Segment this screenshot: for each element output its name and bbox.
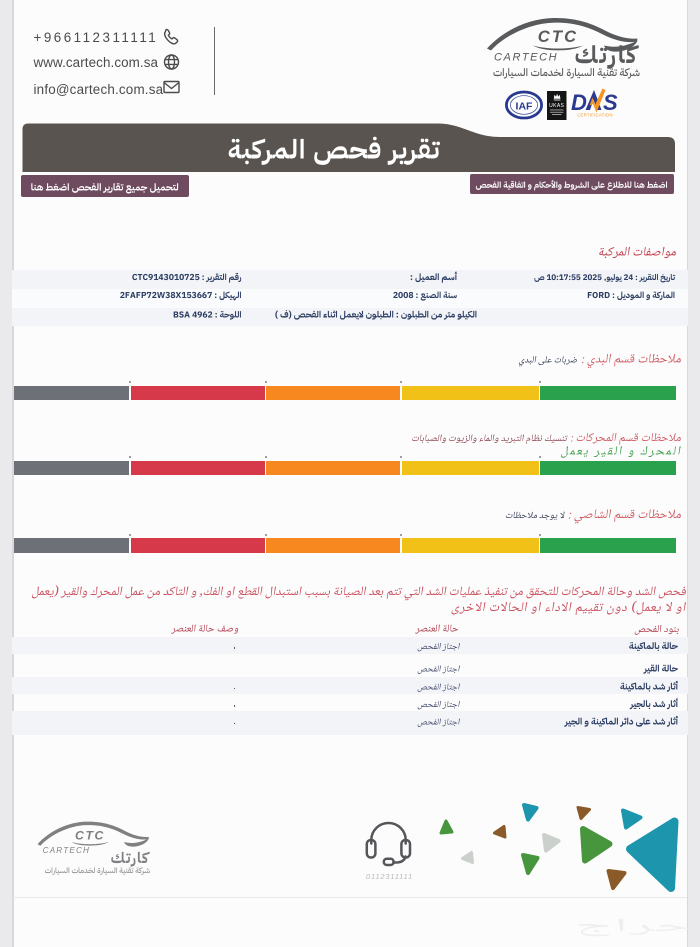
svg-text:CARTECH: CARTECH [43, 846, 90, 855]
svg-text:UKAS: UKAS [549, 103, 564, 109]
svg-text:D: D [571, 90, 587, 115]
svg-text:IAF: IAF [516, 101, 534, 113]
svg-text:CTC: CTC [538, 28, 579, 46]
svg-text:CARTECH: CARTECH [494, 52, 558, 64]
svg-text:S: S [603, 90, 618, 115]
svg-text:CERTIFICATION: CERTIFICATION [577, 113, 613, 118]
svg-text:CTC: CTC [75, 828, 105, 842]
